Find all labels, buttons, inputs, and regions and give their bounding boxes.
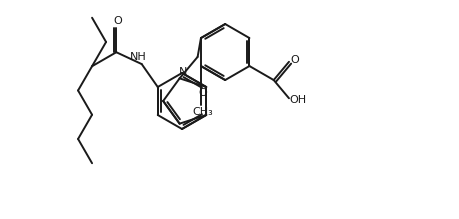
Text: O: O (290, 55, 299, 65)
Text: N: N (178, 67, 186, 77)
Text: O: O (113, 16, 122, 26)
Text: CH₃: CH₃ (192, 107, 213, 117)
Text: O: O (198, 88, 207, 98)
Text: OH: OH (289, 95, 306, 105)
Text: NH: NH (130, 52, 147, 62)
